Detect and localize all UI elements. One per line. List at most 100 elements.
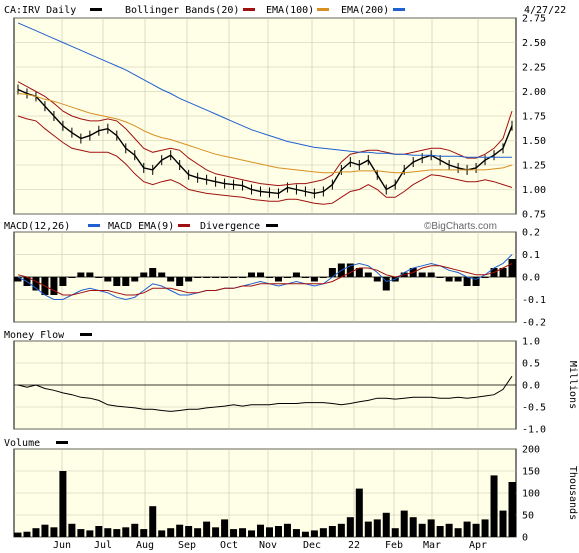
y-tick-label: 0.0: [522, 273, 540, 284]
volume-bar: [481, 519, 489, 537]
ema100-label: EMA(100): [266, 5, 314, 16]
y-tick-label: -0.5: [522, 403, 546, 414]
volume-bar: [418, 523, 426, 537]
volume-bar: [185, 526, 193, 537]
volume-bar: [472, 523, 480, 537]
volume-bar: [194, 528, 202, 537]
divergence-bar: [194, 277, 202, 278]
divergence-bar: [230, 277, 238, 278]
y-tick-label: -0.1: [522, 295, 546, 306]
divergence-bar: [310, 277, 318, 282]
macd-ema-line: [17, 263, 513, 296]
macd-label: MACD(12,26): [4, 221, 70, 232]
x-tick-label: Mar: [423, 540, 441, 551]
divergence-bar: [59, 277, 67, 286]
volume-bar: [212, 527, 220, 537]
volume-label: Volume: [4, 438, 40, 449]
money-flow-legend-swatch: [80, 333, 92, 336]
y-tick-label: 2.25: [522, 63, 546, 74]
volume-bar: [283, 523, 291, 537]
volume-legend-swatch: [56, 441, 68, 444]
divergence-bar: [481, 277, 489, 278]
volume-bar: [310, 530, 318, 537]
volume-bar: [499, 510, 507, 537]
volume-bar: [41, 524, 49, 537]
date-label: 4/27/22: [524, 5, 566, 16]
volume-bar: [445, 523, 453, 537]
volume-bar: [508, 482, 516, 537]
volume-bar: [436, 526, 444, 537]
divergence-bar: [68, 277, 76, 278]
divergence-bar: [158, 272, 166, 277]
divergence-bar: [248, 272, 256, 277]
divergence-bar: [373, 277, 381, 282]
x-tick-label: Feb: [385, 540, 403, 551]
y-tick-label: 50: [522, 511, 534, 522]
divergence-bar: [185, 277, 193, 282]
divergence-bar: [364, 272, 372, 277]
volume-bar: [427, 519, 435, 537]
volume-bar: [337, 523, 345, 537]
divergence-bar: [301, 277, 309, 278]
bollinger-lower-line: [17, 115, 513, 205]
volume-bar: [86, 530, 94, 537]
volume-bar: [355, 488, 363, 537]
y-tick-label: 1.50: [522, 136, 546, 147]
volume-bar: [239, 528, 247, 537]
watermark: ©BigCharts.com: [424, 221, 497, 232]
y-tick-label: -0.2: [522, 318, 546, 329]
y-tick-label: 0: [522, 533, 528, 544]
divergence-bar: [149, 268, 157, 277]
volume-bar: [50, 527, 58, 537]
volume-unit: Thousands: [567, 466, 578, 520]
divergence-bar: [86, 272, 94, 277]
divergence-bar: [122, 277, 130, 286]
y-tick-label: 1.25: [522, 161, 546, 172]
divergence-bar: [382, 277, 390, 291]
volume-bar: [301, 531, 309, 537]
y-tick-label: 100: [522, 489, 540, 500]
divergence-bar: [167, 277, 175, 282]
divergence-bar: [436, 277, 444, 278]
volume-bar: [257, 524, 265, 537]
x-tick-label: Sep: [178, 540, 196, 551]
divergence-bar: [355, 268, 363, 277]
divergence-bar: [77, 272, 85, 277]
divergence-bar: [274, 277, 282, 282]
divergence-bar: [499, 268, 507, 277]
divergence-bar: [104, 277, 112, 282]
money-flow-label: Money Flow: [4, 330, 65, 341]
x-tick-label: Dec: [303, 540, 321, 551]
macd-ema-label: MACD EMA(9): [108, 221, 174, 232]
y-tick-label: -1.0: [522, 425, 546, 436]
volume-bar: [149, 506, 157, 537]
divergence-bar: [95, 277, 103, 278]
bollinger-upper-line: [17, 81, 513, 187]
y-tick-label: 0.75: [522, 210, 546, 221]
y-tick-label: 0.5: [522, 359, 540, 370]
divergence-bar: [292, 272, 300, 277]
bb-label: Bollinger Bands(20): [125, 5, 239, 16]
divergence-bar: [176, 277, 184, 286]
y-tick-label: 1.00: [522, 185, 546, 196]
y-tick-label: 2.50: [522, 38, 546, 49]
volume-bar: [454, 528, 462, 537]
ema100-line: [17, 93, 513, 174]
divergence-bar: [328, 268, 336, 277]
divergence-bar: [221, 277, 229, 278]
volume-bar: [104, 528, 112, 537]
divergence-bar: [319, 277, 327, 278]
volume-bar: [292, 529, 300, 537]
volume-bar: [364, 521, 372, 537]
volume-bar: [248, 530, 256, 537]
divergence-bar: [203, 277, 211, 278]
volume-bar: [158, 530, 166, 537]
x-tick-label: Oct: [220, 540, 238, 551]
volume-bar: [131, 523, 139, 537]
ema200-label: EMA(200): [341, 5, 389, 16]
volume-bar: [274, 526, 282, 537]
y-tick-label: 0.0: [522, 381, 540, 392]
volume-bar: [203, 521, 211, 537]
divergence-bar: [427, 272, 435, 277]
volume-bar: [373, 519, 381, 537]
